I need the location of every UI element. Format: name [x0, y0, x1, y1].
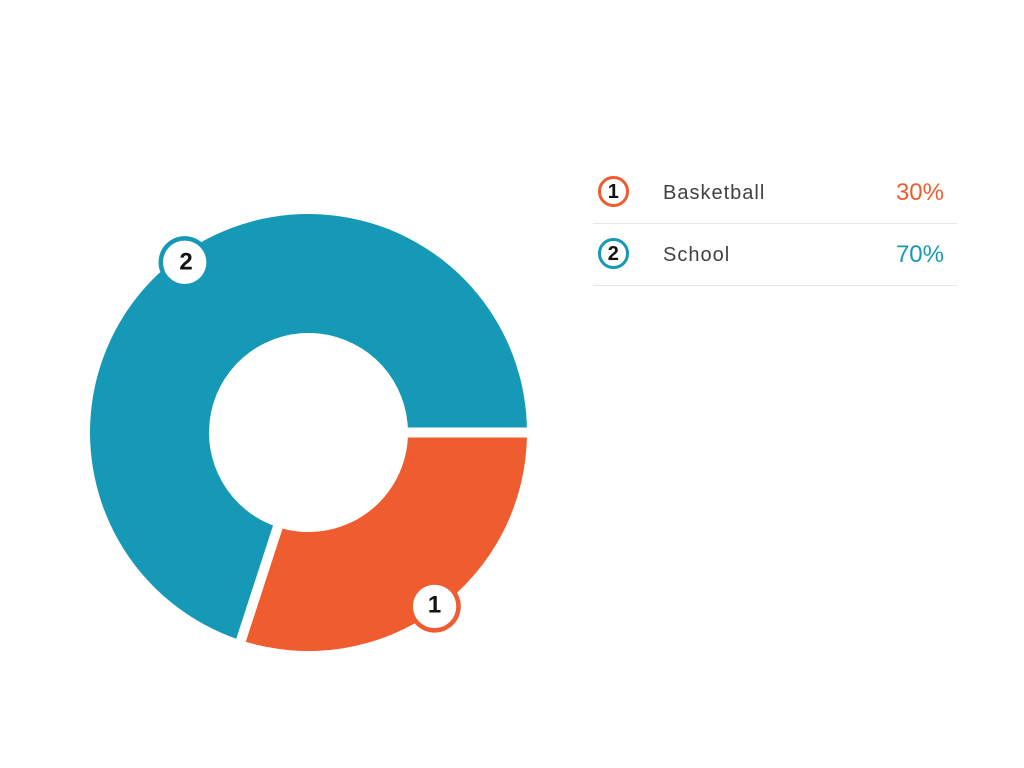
svg-text:1: 1: [428, 591, 441, 618]
svg-text:2: 2: [179, 249, 192, 276]
